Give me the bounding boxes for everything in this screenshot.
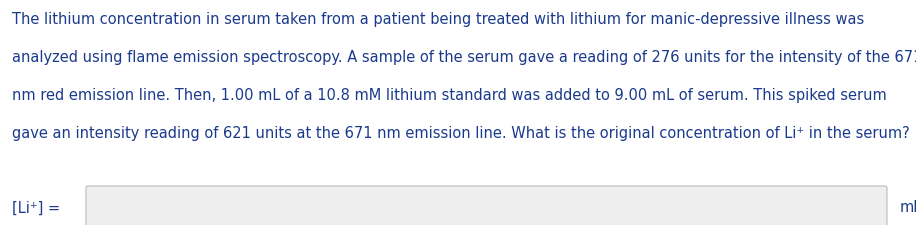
Text: gave an intensity reading of 621 units at the 671 nm emission line. What is the : gave an intensity reading of 621 units a… [12,126,910,140]
Text: analyzed using flame emission spectroscopy. A sample of the serum gave a reading: analyzed using flame emission spectrosco… [12,50,916,65]
FancyBboxPatch shape [86,186,887,225]
Text: nm red emission line. Then, 1.00 mL of a 10.8 mM lithium standard was added to 9: nm red emission line. Then, 1.00 mL of a… [12,88,887,103]
Text: The lithium concentration in serum taken from a patient being treated with lithi: The lithium concentration in serum taken… [12,12,865,27]
Text: mM: mM [900,200,916,215]
Text: [Li⁺] =: [Li⁺] = [12,200,60,215]
